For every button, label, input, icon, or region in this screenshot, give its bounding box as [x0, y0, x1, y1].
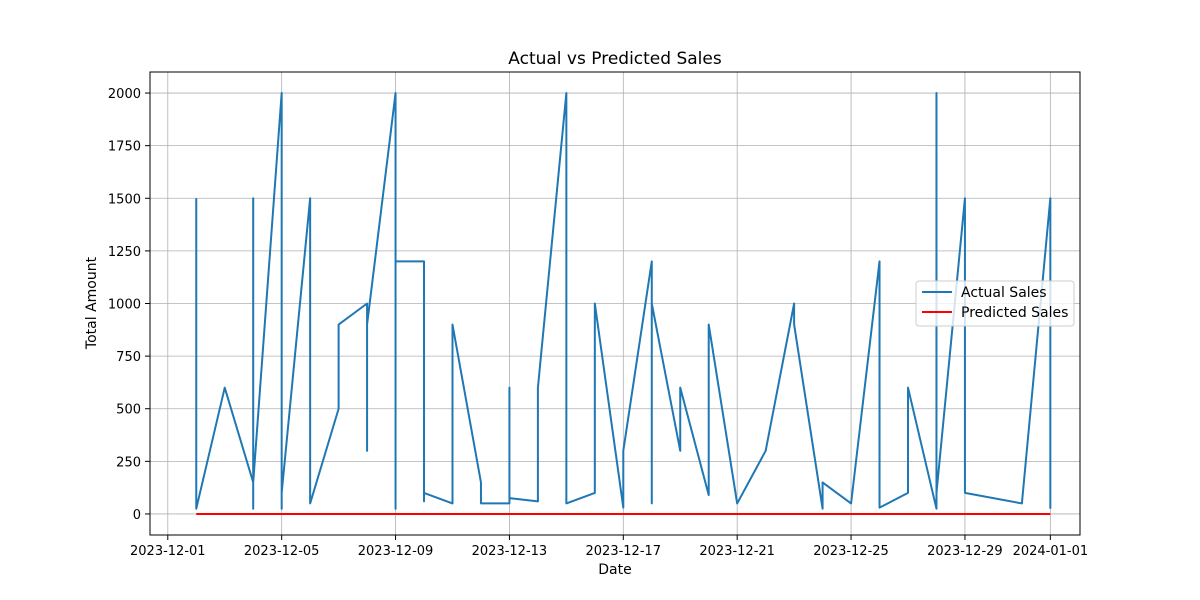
- y-tick-label: 1500: [108, 192, 141, 207]
- y-axis-label: Total Amount: [84, 256, 100, 350]
- y-tick-label: 2000: [108, 87, 141, 102]
- legend-box: [915, 280, 1075, 327]
- x-tick-label: 2023-12-01: [130, 544, 206, 559]
- x-tick-label: 2023-12-29: [927, 544, 1003, 559]
- legend: Actual Sales Predicted Sales: [915, 280, 1075, 327]
- x-tick-label: 2023-12-05: [244, 544, 320, 559]
- series-layer: [195, 92, 1052, 515]
- x-tick-label: 2023-12-13: [472, 544, 548, 559]
- x-tick-label: 2024-01-01: [1013, 544, 1089, 559]
- x-tick-label: 2023-12-21: [699, 544, 775, 559]
- y-tick-label: 0: [133, 508, 141, 523]
- legend-label-predicted: Predicted Sales: [961, 305, 1068, 321]
- x-axis-label: Date: [598, 562, 631, 578]
- chart-title: Actual vs Predicted Sales: [508, 49, 722, 69]
- x-tick-label: 2023-12-17: [586, 544, 662, 559]
- y-tick-label: 1000: [108, 298, 141, 313]
- legend-label-actual: Actual Sales: [961, 285, 1047, 301]
- x-tick-label: 2023-12-09: [358, 544, 434, 559]
- y-tick-label: 250: [116, 455, 141, 470]
- y-axis-ticks: 0 250 500 750 1000 1250 1500 1750 2000: [108, 87, 150, 523]
- y-tick-label: 1750: [108, 140, 141, 155]
- series-line-actual-sales: [195, 92, 1052, 510]
- y-tick-label: 750: [116, 350, 141, 365]
- y-tick-label: 500: [116, 403, 141, 418]
- y-tick-label: 1250: [108, 245, 141, 260]
- x-axis-ticks: 2023-12-01 2023-12-05 2023-12-09 2023-12-13…: [130, 535, 1088, 559]
- x-tick-label: 2023-12-25: [813, 544, 889, 559]
